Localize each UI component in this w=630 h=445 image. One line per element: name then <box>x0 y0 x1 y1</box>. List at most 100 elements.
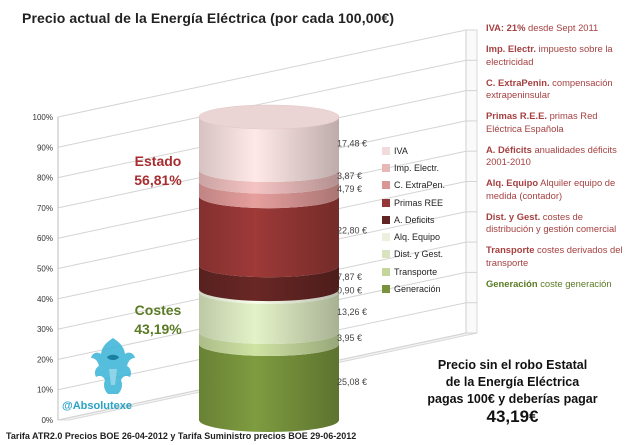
chart-legend: IVA Imp. Electr. C. ExtraPen. Primas REE A. … <box>382 142 466 298</box>
legend-item: Imp. Electr. <box>382 159 466 176</box>
legend-swatch <box>382 163 390 172</box>
bar-segment-transporte <box>199 332 339 357</box>
value-label: 3,87 € <box>337 171 362 181</box>
definition-item: C. ExtraPenin. compensación extrapeninsu… <box>486 77 624 102</box>
value-label: 3,95 € <box>337 333 362 343</box>
bar-segment-c-extrapen- <box>199 181 339 209</box>
definition-item: Transporte costes derivados del transpor… <box>486 244 624 269</box>
definitions-panel: IVA: 21% desde Sept 2011 Imp. Electr. imp… <box>486 22 624 299</box>
legend-swatch <box>382 146 390 155</box>
source-footer: Tarifa ATR2.0 Precios BOE 26-04-2012 y T… <box>6 431 357 441</box>
group-label-costes: Costes 43,19% <box>126 301 190 339</box>
definition-term: Dist. y Gest. <box>486 210 541 222</box>
definition-item: Alq. Equipo Alquiler equipo de medida (c… <box>486 177 624 202</box>
legend-label: Dist. y Gest. <box>394 249 444 260</box>
definition-text: costes de distribución y gestión comerci… <box>486 210 617 235</box>
definition-text: compensación extrapeninsular <box>486 76 613 101</box>
group-pct-costes: 43,19% <box>134 321 182 337</box>
bar-segment-iva <box>199 117 339 182</box>
definition-term: C. ExtraPenin. <box>486 76 550 88</box>
y-tick-label: 30% <box>37 325 53 334</box>
legend-label: Primas REE <box>394 197 444 208</box>
bar-segment-dist-y-gest- <box>199 291 339 345</box>
y-tick-label: 50% <box>37 265 53 274</box>
bar-segment-a-deficits <box>199 265 339 302</box>
y-tick-label: 20% <box>37 355 53 364</box>
bar-segment-primas-ree <box>199 196 339 278</box>
definition-text: desde Sept 2011 <box>525 22 599 33</box>
legend-item: IVA <box>382 142 466 159</box>
conclusion-value: 43,19€ <box>486 407 539 426</box>
legend-swatch <box>382 198 390 207</box>
legend-label: Imp. Electr. <box>394 162 440 173</box>
definition-term: Imp. Electr. <box>486 43 537 54</box>
conclusion-text: pagas 100€ y deberías pagar <box>427 392 598 406</box>
y-tick-label: 100% <box>33 113 53 122</box>
legend-item: Dist. y Gest. <box>382 246 466 263</box>
legend-swatch <box>382 285 390 294</box>
legend-swatch <box>382 181 390 190</box>
value-label: 13,26 € <box>337 307 367 317</box>
legend-swatch <box>382 233 390 242</box>
conclusion-line-2: de la Energía Eléctrica <box>445 375 580 389</box>
definition-text: primas Red Eléctrica Española <box>486 110 598 134</box>
legend-label: Transporte <box>394 266 438 277</box>
legend-item: Generación <box>382 280 466 297</box>
bar-segment-alq-equipo <box>199 289 339 304</box>
definition-text: coste generación <box>537 277 612 289</box>
legend-item: Alq. Equipo <box>382 228 466 245</box>
griffin-logo-icon <box>91 338 135 394</box>
y-tick-label: 10% <box>37 386 53 395</box>
value-label: 22,80 € <box>337 226 367 236</box>
definition-item: A. Déficits anualidades déficits 2001-20… <box>486 144 624 169</box>
conclusion-line-1: Precio sin el robo Estatal <box>437 358 588 372</box>
group-pct-estado: 56,81% <box>134 172 182 188</box>
definition-item: Generación coste generación <box>486 278 624 291</box>
legend-item: C. ExtraPen. <box>382 177 466 194</box>
legend-swatch <box>382 215 390 224</box>
gridline-diagonal <box>57 59 467 148</box>
legend-label: C. ExtraPen. <box>394 180 446 191</box>
definition-term: Generación <box>486 277 538 289</box>
definition-text: impuesto sobre la electricidad <box>486 43 613 67</box>
legend-item: A. Deficits <box>382 211 466 228</box>
legend-label: Alq. Equipo <box>394 232 441 243</box>
definition-term: IVA: 21% <box>486 22 526 33</box>
group-name-costes: Costes <box>134 302 182 318</box>
legend-item: Transporte <box>382 263 466 280</box>
definition-term: Transporte <box>486 244 535 255</box>
legend-swatch <box>382 250 390 259</box>
value-label: 4,79 € <box>337 184 362 194</box>
chart-title: Precio actual de la Energía Eléctrica (p… <box>22 10 395 26</box>
y-tick-label: 40% <box>37 295 53 304</box>
bar-segment-generaci-n <box>199 344 339 432</box>
definition-text: anualidades déficits 2001-2010 <box>486 143 617 168</box>
cylinder-top-cap <box>198 104 340 130</box>
legend-item: Primas REE <box>382 194 466 211</box>
definition-text: costes derivados del transporte <box>486 244 623 268</box>
y-tick-label: 60% <box>37 234 53 243</box>
legend-label: IVA <box>394 145 408 156</box>
bar-segment-imp-electr- <box>199 169 339 194</box>
definition-text: Alquiler equipo de medida (contador) <box>486 177 616 201</box>
cylinder-stack <box>198 104 340 432</box>
value-label: 0,90 € <box>337 285 362 295</box>
legend-label: Generación <box>394 284 441 295</box>
y-tick-label: 80% <box>37 174 53 183</box>
definition-term: A. Déficits <box>486 143 532 155</box>
group-name-estado: Estado <box>134 153 182 169</box>
definition-item: Dist. y Gest. costes de distribución y g… <box>486 211 624 236</box>
definition-term: Alq. Equipo <box>486 177 539 188</box>
value-label: 17,48 € <box>337 138 367 148</box>
legend-swatch <box>382 267 390 276</box>
definition-term: Primas R.E.E. <box>486 110 547 121</box>
definition-item: IVA: 21% desde Sept 2011 <box>486 22 624 35</box>
y-tick-label: 0% <box>41 416 53 425</box>
legend-label: A. Deficits <box>394 214 435 225</box>
definition-item: Primas R.E.E. primas Red Eléctrica Españ… <box>486 110 624 135</box>
group-label-estado: Estado 56,81% <box>128 152 188 190</box>
brand-handle: @Absolutexe <box>62 400 133 412</box>
conclusion-line-3: pagas 100€ y deberías pagar 43,19€ <box>400 391 625 427</box>
